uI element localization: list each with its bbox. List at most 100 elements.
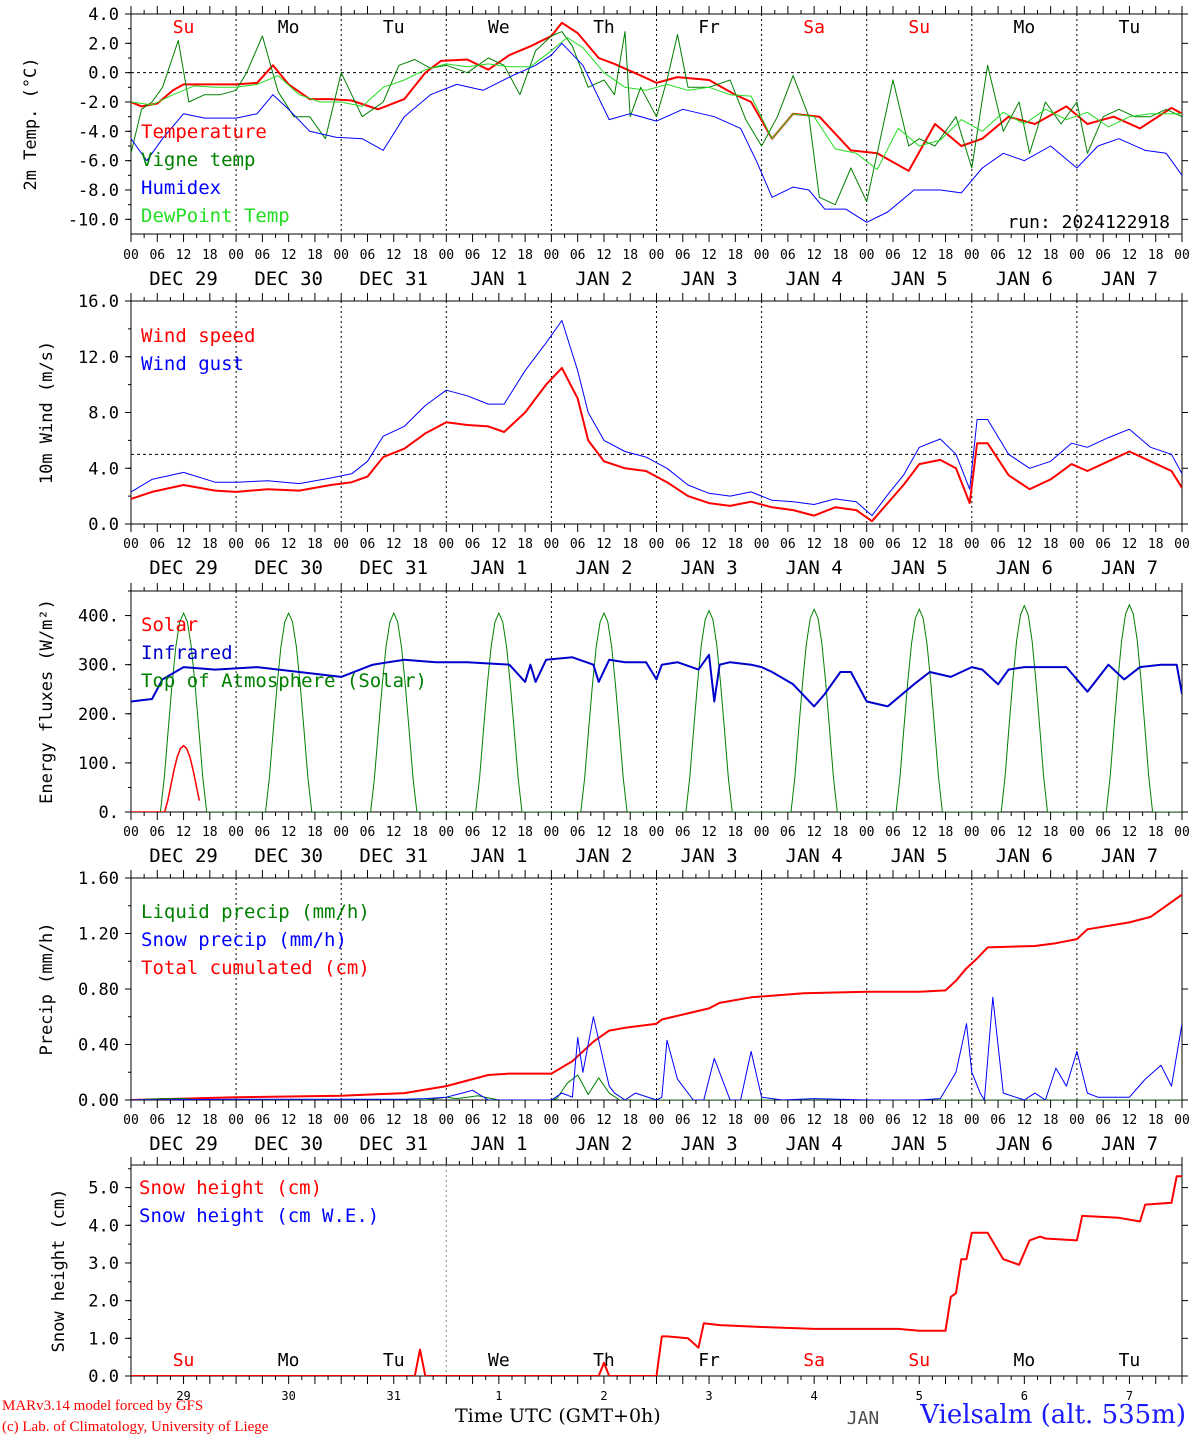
date-label: JAN 5 <box>891 1133 948 1155</box>
weekday-label: Th <box>593 1350 615 1371</box>
hour-tick-label: 12 <box>911 537 927 552</box>
hour-tick-label: 18 <box>202 825 218 840</box>
hour-tick-label: 12 <box>701 537 717 552</box>
legend-entry: Liquid precip (mm/h) <box>141 901 370 923</box>
legend-entry: Snow height (cm W.E.) <box>139 1205 379 1227</box>
y-tick-label: 0.0 <box>88 64 119 84</box>
weekday-label: Su <box>173 1350 195 1371</box>
y-tick-label: 8.0 <box>88 404 119 424</box>
hour-tick-label: 00 <box>964 248 980 263</box>
hour-tick-label: 12 <box>701 1113 717 1128</box>
hour-tick-label: 06 <box>675 248 691 263</box>
hour-tick-label: 18 <box>833 1113 849 1128</box>
hour-tick-label: 00 <box>1174 537 1190 552</box>
panel-energy: 400. 300. 200. 100. 0. Energy fluxes (W/m²) 00… <box>37 583 1190 867</box>
date-label: JAN 4 <box>786 557 843 579</box>
hour-tick-label: 00 <box>859 537 875 552</box>
hour-tick-label: 06 <box>149 248 165 263</box>
y-axis-title: Energy fluxes (W/m²) <box>37 599 57 804</box>
series-infrared <box>131 653 1182 708</box>
series-snow-height-cm <box>131 1175 1182 1376</box>
hour-tick-label: 18 <box>938 537 954 552</box>
hour-tick-label: 00 <box>123 1113 139 1128</box>
y-tick-label: 0.00 <box>78 1091 119 1111</box>
weekday-label: Mo <box>278 17 300 38</box>
hour-tick-label: 00 <box>228 248 244 263</box>
hour-tick-label: 00 <box>333 248 349 263</box>
hour-tick-label: 00 <box>754 825 770 840</box>
hour-tick-label: 18 <box>202 537 218 552</box>
hour-tick-label: 06 <box>1095 248 1111 263</box>
legend-entry: Solar <box>141 614 198 636</box>
date-label: JAN 4 <box>786 845 843 867</box>
hour-tick-label: 00 <box>333 1113 349 1128</box>
hour-tick-label: 18 <box>307 825 323 840</box>
hour-tick-label: 06 <box>149 825 165 840</box>
hour-tick-label: 12 <box>1122 825 1138 840</box>
legend-entry: Snow height (cm) <box>139 1177 322 1199</box>
hour-tick-label: 12 <box>176 825 192 840</box>
hour-tick-label: 00 <box>544 1113 560 1128</box>
hour-tick-label: 06 <box>990 1113 1006 1128</box>
hour-tick-label: 00 <box>859 248 875 263</box>
panel-temp: 4.0 2.0 0.0 -2.0 -4.0 -6.0 -8.0 -10.0 2m Temp. (… <box>21 5 1190 290</box>
weekday-label: Th <box>593 17 615 38</box>
hour-tick-label: 06 <box>675 825 691 840</box>
y-tick-label: 200. <box>78 705 119 725</box>
hour-tick-label: 00 <box>1069 1113 1085 1128</box>
legend-entry: Vigne temp <box>141 149 255 171</box>
hour-tick-label: 00 <box>649 248 665 263</box>
hour-tick-label: 12 <box>596 1113 612 1128</box>
hour-tick-label: 00 <box>964 1113 980 1128</box>
date-label: JAN 7 <box>1101 557 1158 579</box>
hour-tick-label: 18 <box>517 248 533 263</box>
date-label: JAN 7 <box>1101 845 1158 867</box>
weekday-label: Sa <box>803 17 825 38</box>
weekday-label: Tu <box>383 1350 405 1371</box>
hour-tick-label: 00 <box>544 248 560 263</box>
date-label: 2 <box>600 1389 607 1403</box>
y-tick-label: -10.0 <box>68 210 119 230</box>
date-label: JAN 2 <box>575 557 632 579</box>
weekday-label: Mo <box>1014 1350 1036 1371</box>
hour-tick-label: 06 <box>255 825 271 840</box>
station-label: Vielsalm (alt. 535m) <box>920 1400 1186 1430</box>
hour-tick-label: 12 <box>911 248 927 263</box>
x-axis-title: Time UTC (GMT+0h) <box>455 1405 661 1427</box>
hour-tick-label: 12 <box>806 1113 822 1128</box>
hour-tick-label: 18 <box>833 825 849 840</box>
date-label: 31 <box>387 1389 401 1403</box>
hour-tick-label: 18 <box>938 825 954 840</box>
series-temperature <box>131 21 1182 172</box>
date-label: JAN 4 <box>786 1133 843 1155</box>
hour-tick-label: 06 <box>570 1113 586 1128</box>
date-label: JAN 3 <box>680 557 737 579</box>
hour-tick-label: 00 <box>438 248 454 263</box>
hour-tick-label: 12 <box>1017 537 1033 552</box>
hour-tick-label: 18 <box>727 248 743 263</box>
date-label: 29 <box>176 1389 190 1403</box>
legend-entry: Temperature <box>141 121 267 143</box>
y-tick-label: 1.60 <box>78 869 119 889</box>
date-label: DEC 30 <box>254 268 323 290</box>
run-label: run: 2024122918 <box>1007 212 1170 233</box>
series-humidex <box>131 42 1182 223</box>
y-axis-title: 10m Wind (m/s) <box>37 341 57 484</box>
hour-tick-label: 18 <box>1043 537 1059 552</box>
date-label: JAN 1 <box>470 1133 527 1155</box>
hour-tick-label: 06 <box>885 825 901 840</box>
hour-tick-label: 18 <box>938 1113 954 1128</box>
hour-tick-label: 12 <box>491 248 507 263</box>
hour-tick-label: 06 <box>149 537 165 552</box>
weekday-label: We <box>488 1350 510 1371</box>
hour-tick-label: 00 <box>1069 825 1085 840</box>
hour-tick-label: 18 <box>412 825 428 840</box>
hour-tick-label: 00 <box>544 825 560 840</box>
date-label: JAN 4 <box>786 268 843 290</box>
hour-tick-label: 12 <box>1122 248 1138 263</box>
hour-tick-label: 06 <box>360 248 376 263</box>
hour-tick-label: 06 <box>1095 537 1111 552</box>
date-label: DEC 30 <box>254 557 323 579</box>
hour-tick-label: 00 <box>649 825 665 840</box>
